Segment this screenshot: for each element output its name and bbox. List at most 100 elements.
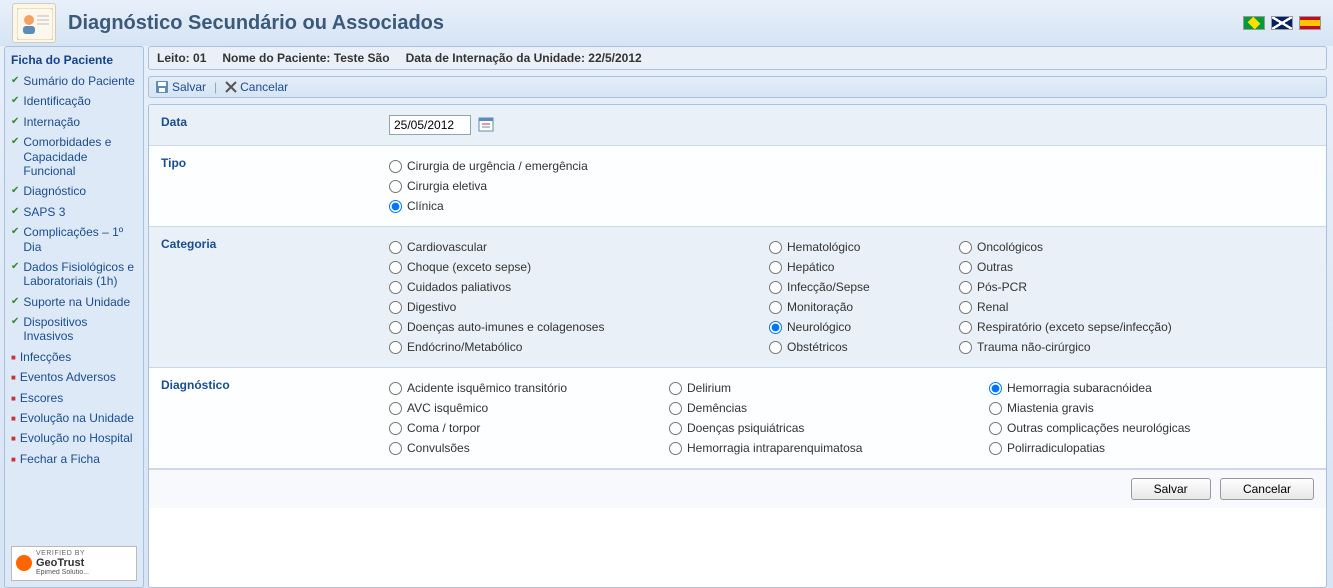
calendar-icon[interactable] (478, 116, 494, 135)
radio-input[interactable] (769, 281, 782, 294)
geotrust-badge[interactable]: VERIFIED BY GeoTrust Epimed Solutio... (11, 546, 137, 581)
radio-input[interactable] (959, 261, 972, 274)
toolbar-cancel[interactable]: Cancelar (225, 80, 288, 94)
sidebar-item[interactable]: ✔Identificação (11, 91, 137, 111)
radio-input[interactable] (389, 442, 402, 455)
sidebar-item[interactable]: ✔Internação (11, 112, 137, 132)
radio-input[interactable] (989, 422, 1002, 435)
sidebar-item[interactable]: ■Evolução no Hospital (11, 428, 137, 448)
radio-option[interactable]: Endócrino/Metabólico (389, 337, 769, 357)
radio-option[interactable]: Respiratório (exceto sepse/infecção) (959, 317, 1219, 337)
square-icon: ■ (11, 414, 16, 424)
cancel-button[interactable]: Cancelar (1220, 478, 1314, 500)
radio-input[interactable] (769, 321, 782, 334)
radio-option[interactable]: Hepático (769, 257, 959, 277)
radio-option[interactable]: Doenças psiquiátricas (669, 418, 989, 438)
radio-option[interactable]: Demências (669, 398, 989, 418)
radio-input[interactable] (959, 321, 972, 334)
radio-input[interactable] (669, 402, 682, 415)
radio-option[interactable]: Outras complicações neurológicas (989, 418, 1309, 438)
radio-input[interactable] (769, 301, 782, 314)
sidebar-item[interactable]: ■Eventos Adversos (11, 367, 137, 387)
radio-input[interactable] (389, 241, 402, 254)
radio-option[interactable]: Choque (exceto sepse) (389, 257, 769, 277)
radio-option[interactable]: Cuidados paliativos (389, 277, 769, 297)
radio-label: Coma / torpor (407, 421, 480, 435)
radio-input[interactable] (389, 341, 402, 354)
radio-input[interactable] (669, 422, 682, 435)
radio-option[interactable]: Miastenia gravis (989, 398, 1309, 418)
patient-info-bar: Leito: 01 Nome do Paciente: Teste São Da… (148, 46, 1327, 70)
radio-input[interactable] (389, 200, 402, 213)
radio-input[interactable] (389, 422, 402, 435)
radio-input[interactable] (389, 261, 402, 274)
flag-uk[interactable] (1271, 16, 1293, 30)
radio-option[interactable]: Obstétricos (769, 337, 959, 357)
radio-option[interactable]: Oncológicos (959, 237, 1219, 257)
radio-option[interactable]: Hemorragia intraparenquimatosa (669, 438, 989, 458)
radio-option[interactable]: Clínica (389, 196, 1314, 216)
sidebar-item[interactable]: ✔Suporte na Unidade (11, 292, 137, 312)
radio-input[interactable] (959, 281, 972, 294)
radio-input[interactable] (389, 321, 402, 334)
radio-option[interactable]: Cirurgia de urgência / emergência (389, 156, 1314, 176)
radio-option[interactable]: Acidente isquêmico transitório (389, 378, 669, 398)
radio-input[interactable] (669, 382, 682, 395)
data-input[interactable] (389, 115, 471, 135)
radio-option[interactable]: Hematológico (769, 237, 959, 257)
flag-spain[interactable] (1299, 16, 1321, 30)
sidebar-item[interactable]: ✔Sumário do Paciente (11, 71, 137, 91)
radio-option[interactable]: Monitoração (769, 297, 959, 317)
sidebar-item[interactable]: ✔Comorbidades e Capacidade Funcional (11, 132, 137, 181)
sidebar-item[interactable]: ■Escores (11, 388, 137, 408)
radio-option[interactable]: Hemorragia subaracnóidea (989, 378, 1309, 398)
radio-input[interactable] (959, 341, 972, 354)
sidebar-item[interactable]: ✔SAPS 3 (11, 202, 137, 222)
radio-input[interactable] (389, 160, 402, 173)
radio-input[interactable] (959, 241, 972, 254)
radio-option[interactable]: Trauma não-cirúrgico (959, 337, 1219, 357)
save-button[interactable]: Salvar (1131, 478, 1211, 500)
radio-input[interactable] (389, 281, 402, 294)
radio-option[interactable]: Doenças auto-imunes e colagenoses (389, 317, 769, 337)
radio-option[interactable]: Cirurgia eletiva (389, 176, 1314, 196)
radio-option[interactable]: Polirradiculopatias (989, 438, 1309, 458)
radio-input[interactable] (989, 402, 1002, 415)
radio-input[interactable] (769, 261, 782, 274)
radio-input[interactable] (389, 180, 402, 193)
radio-option[interactable]: Outras (959, 257, 1219, 277)
radio-input[interactable] (959, 301, 972, 314)
radio-input[interactable] (769, 341, 782, 354)
radio-option[interactable]: Neurológico (769, 317, 959, 337)
sidebar-item[interactable]: ✔Dispositivos Invasivos (11, 312, 137, 347)
check-icon: ✔ (11, 226, 19, 238)
radio-option[interactable]: Infecção/Sepse (769, 277, 959, 297)
radio-option[interactable]: Renal (959, 297, 1219, 317)
radio-option[interactable]: Pós-PCR (959, 277, 1219, 297)
radio-option[interactable]: Convulsões (389, 438, 669, 458)
radio-input[interactable] (989, 442, 1002, 455)
radio-input[interactable] (389, 382, 402, 395)
sidebar-item[interactable]: ✔Diagnóstico (11, 181, 137, 201)
radio-label: Digestivo (407, 300, 456, 314)
radio-input[interactable] (989, 382, 1002, 395)
radio-input[interactable] (389, 402, 402, 415)
sidebar-item[interactable]: ✔ Complicações – 1º Dia (11, 222, 137, 257)
radio-input[interactable] (669, 442, 682, 455)
sidebar-item[interactable]: ■Infecções (11, 347, 137, 367)
radio-label: Cirurgia eletiva (407, 179, 487, 193)
radio-option[interactable]: Digestivo (389, 297, 769, 317)
sidebar-item[interactable]: ✔Dados Fisiológicos e Laboratoriais (1h) (11, 257, 137, 292)
radio-option[interactable]: Delirium (669, 378, 989, 398)
radio-input[interactable] (769, 241, 782, 254)
sidebar-item-label: Complicações – 1º Dia (23, 225, 137, 254)
flag-brazil[interactable] (1243, 16, 1265, 30)
sidebar-item[interactable]: ■Evolução na Unidade (11, 408, 137, 428)
radio-option[interactable]: Cardiovascular (389, 237, 769, 257)
radio-option[interactable]: AVC isquêmico (389, 398, 669, 418)
radio-option[interactable]: Coma / torpor (389, 418, 669, 438)
toolbar-save[interactable]: Salvar (155, 80, 206, 94)
radio-input[interactable] (389, 301, 402, 314)
check-icon: ✔ (11, 75, 19, 87)
sidebar-item[interactable]: ■Fechar a Ficha (11, 449, 137, 469)
